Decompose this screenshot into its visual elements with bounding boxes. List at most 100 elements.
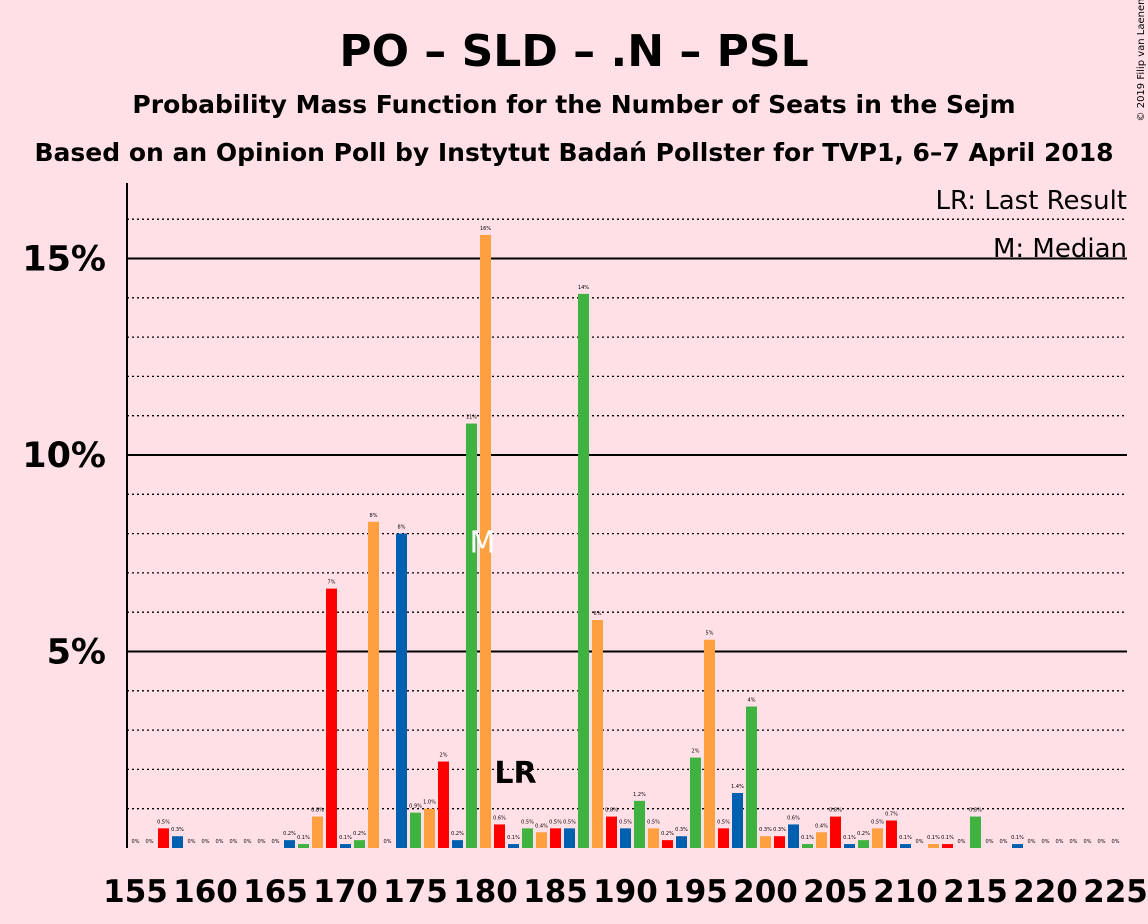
- bar-seat-176: [424, 808, 435, 848]
- bar-seat-187: [578, 293, 589, 848]
- x-tick-label: 205: [803, 874, 868, 910]
- bar-value-label: 0.1%: [899, 835, 912, 841]
- bar-seat-171: [354, 840, 365, 848]
- bar-value-label: 0.5%: [563, 819, 576, 825]
- bar-value-label: 0%: [384, 839, 392, 845]
- bar-value-label: 0%: [1042, 839, 1050, 845]
- bar-seat-194: [676, 836, 687, 848]
- bar-value-label: 0%: [986, 839, 994, 845]
- bar-seat-206: [844, 844, 855, 848]
- bar-value-label: 0.1%: [1011, 835, 1024, 841]
- bar-seat-210: [900, 844, 911, 848]
- bar-value-label: 0%: [272, 839, 280, 845]
- bar-seat-174: [396, 533, 407, 848]
- bar-seat-200: [760, 836, 771, 848]
- bar-seat-183: [522, 828, 533, 848]
- bar-seat-190: [620, 828, 631, 848]
- bar-value-label: 0.1%: [507, 835, 520, 841]
- legend-last-result: LR: Last Result: [935, 186, 1127, 216]
- bar-value-label: 1.0%: [423, 800, 436, 806]
- bar-seat-179: [466, 423, 477, 848]
- x-tick-label: 155: [103, 874, 168, 910]
- bar-seat-189: [606, 816, 617, 848]
- bar-value-label: 8%: [370, 513, 378, 519]
- bar-seat-185: [550, 828, 561, 848]
- bar-value-label: 0%: [146, 839, 154, 845]
- last-result-marker: LR: [494, 756, 536, 791]
- bar-value-label: 0.4%: [535, 823, 548, 829]
- bar-seat-170: [340, 844, 351, 848]
- bar-value-label: 0.8%: [605, 808, 618, 814]
- bar-seat-175: [410, 812, 421, 848]
- bar-seat-188: [592, 620, 603, 848]
- bar-seat-218: [1012, 844, 1023, 848]
- x-tick-label: 160: [173, 874, 238, 910]
- bar-value-label: 0.3%: [773, 827, 786, 833]
- bar-value-label: 11%: [466, 415, 477, 421]
- bar-value-label: 0.5%: [157, 819, 170, 825]
- bar-seat-186: [564, 828, 575, 848]
- bar-seat-212: [928, 844, 939, 848]
- bar-value-label: 0.5%: [521, 819, 534, 825]
- bar-value-label: 0.2%: [353, 831, 366, 837]
- x-tick-label: 225: [1083, 874, 1148, 910]
- bar-seat-177: [438, 761, 449, 848]
- bar-value-label: 0.5%: [619, 819, 632, 825]
- x-tick-label: 195: [663, 874, 728, 910]
- copyright: © 2019 Filip van Laenen: [1136, 0, 1147, 121]
- x-tick-label: 170: [313, 874, 378, 910]
- bar-value-label: 5%: [706, 631, 714, 637]
- bar-seat-191: [634, 800, 645, 848]
- bar-seat-197: [718, 828, 729, 848]
- bar-value-label: 0.5%: [717, 819, 730, 825]
- bar-value-label: 0%: [216, 839, 224, 845]
- bar-seat-157: [158, 828, 169, 848]
- bar-value-label: 0%: [188, 839, 196, 845]
- bar-value-label: 0.2%: [283, 831, 296, 837]
- bar-value-label: 0.1%: [801, 835, 814, 841]
- median-marker: M: [470, 525, 496, 560]
- x-tick-label: 180: [453, 874, 518, 910]
- x-tick-label: 220: [1013, 874, 1078, 910]
- bar-seat-182: [508, 844, 519, 848]
- bar-value-label: 1.4%: [731, 784, 744, 790]
- chart-subtitle: Probability Mass Function for the Number…: [132, 90, 1015, 119]
- bar-seat-172: [368, 521, 379, 848]
- bar-seat-204: [816, 832, 827, 848]
- bar-value-label: 0%: [258, 839, 266, 845]
- bar-value-label: 0%: [1098, 839, 1106, 845]
- bar-seat-201: [774, 836, 785, 848]
- bar-value-label: 0.1%: [927, 835, 940, 841]
- bar-value-label: 0.1%: [297, 835, 310, 841]
- bar-value-label: 1.2%: [633, 792, 646, 798]
- bar-value-label: 0.2%: [661, 831, 674, 837]
- bar-seat-205: [830, 816, 841, 848]
- bar-seat-195: [690, 757, 701, 848]
- bar-value-label: 0.4%: [815, 823, 828, 829]
- bar-seat-198: [732, 792, 743, 848]
- grid: [127, 218, 1127, 810]
- bar-value-label: 0%: [1084, 839, 1092, 845]
- bar-seat-184: [536, 832, 547, 848]
- y-tick-label: 10%: [22, 436, 106, 476]
- bar-seat-203: [802, 844, 813, 848]
- bars: [158, 234, 1023, 849]
- x-tick-label: 190: [593, 874, 658, 910]
- bar-value-label: 14%: [578, 285, 589, 291]
- bar-value-label: 0.6%: [787, 815, 800, 821]
- bar-seat-209: [886, 820, 897, 848]
- bar-value-label: 0.3%: [675, 827, 688, 833]
- bar-value-label: 4%: [748, 698, 756, 704]
- bar-value-label: 2%: [440, 753, 448, 759]
- bar-value-label: 0.1%: [843, 835, 856, 841]
- bar-value-label: 0.8%: [311, 808, 324, 814]
- bar-seat-193: [662, 840, 673, 848]
- bar-value-label: 0%: [244, 839, 252, 845]
- legend-median: M: Median: [993, 234, 1127, 264]
- bar-value-label: 0%: [1070, 839, 1078, 845]
- bar-seat-168: [312, 816, 323, 848]
- bar-value-label: 16%: [480, 226, 491, 232]
- bar-value-label: 0.8%: [829, 808, 842, 814]
- bar-seat-166: [284, 840, 295, 848]
- bar-seat-178: [452, 840, 463, 848]
